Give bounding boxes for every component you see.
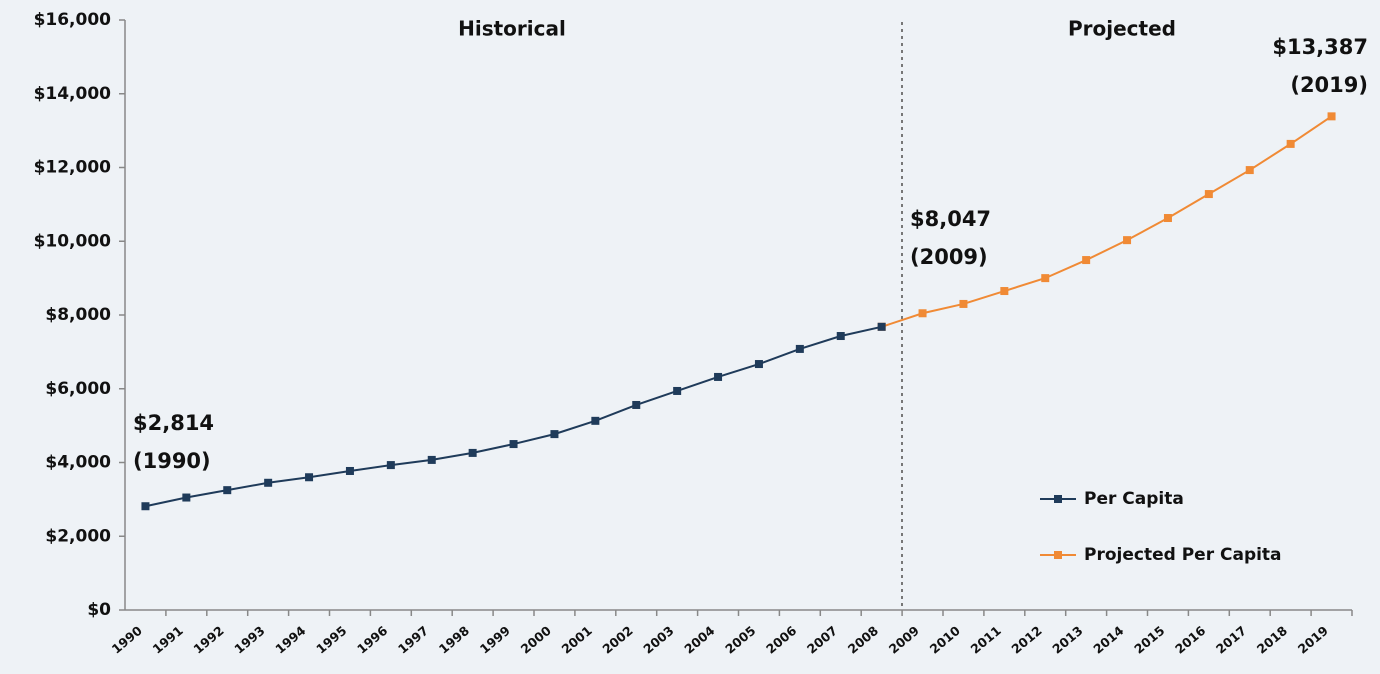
x-tick-label: 1999 — [477, 623, 513, 657]
x-tick-label: 1992 — [190, 623, 226, 657]
point — [591, 416, 600, 425]
point — [1041, 274, 1050, 283]
x-tick-label: 2010 — [927, 623, 964, 657]
annotation: (2019) — [1290, 73, 1368, 97]
annotation: (1990) — [133, 449, 211, 473]
point — [550, 430, 559, 439]
y-tick-label: $8,000 — [45, 305, 111, 325]
point — [795, 344, 804, 353]
point — [1082, 256, 1091, 265]
point — [877, 322, 886, 331]
y-tick-label: $10,000 — [34, 231, 112, 251]
point — [345, 466, 354, 475]
series-line — [881, 115, 1333, 328]
x-tick-label: 2011 — [968, 623, 1004, 657]
y-tick-label: $16,000 — [34, 10, 112, 30]
y-tick-label: $14,000 — [34, 84, 112, 104]
x-tick-label: 1990 — [109, 623, 146, 657]
x-tick-label: 1994 — [272, 623, 309, 657]
point — [1286, 139, 1295, 148]
x-tick-label: 1998 — [436, 623, 472, 657]
point — [141, 502, 150, 511]
point — [1327, 112, 1336, 121]
x-tick-label: 2007 — [804, 623, 840, 657]
section-label: Historical — [458, 17, 566, 41]
x-tick-label: 2005 — [722, 623, 758, 657]
x-tick-label: 2012 — [1008, 623, 1044, 657]
point — [1163, 214, 1172, 223]
section-label: Projected — [1068, 17, 1176, 41]
x-tick-label: 2000 — [518, 623, 555, 657]
x-tick-label: 2009 — [886, 623, 922, 657]
point — [386, 461, 395, 470]
legend-marker — [1054, 495, 1062, 503]
point — [468, 448, 477, 457]
point — [632, 400, 641, 409]
x-tick-label: 1996 — [354, 623, 391, 657]
point — [305, 473, 314, 482]
point — [1000, 287, 1009, 296]
x-tick-label: 1997 — [395, 623, 431, 657]
annotation: $8,047 — [910, 207, 991, 231]
point — [959, 299, 968, 308]
x-tick-label: 2019 — [1295, 623, 1331, 657]
y-tick-label: $2,000 — [45, 526, 111, 546]
x-tick-label: 1995 — [313, 623, 349, 657]
x-tick-label: 2016 — [1172, 623, 1209, 657]
x-tick-label: 2003 — [640, 623, 676, 657]
point — [673, 386, 682, 395]
point — [509, 440, 518, 449]
point — [754, 360, 763, 369]
x-tick-label: 2013 — [1049, 623, 1085, 657]
y-tick-label: $12,000 — [34, 158, 112, 178]
x-tick-label: 2015 — [1131, 623, 1167, 657]
legend-label: Per Capita — [1084, 489, 1184, 509]
legend-label: Projected Per Capita — [1084, 545, 1282, 565]
annotation: $2,814 — [133, 411, 214, 435]
point — [918, 309, 927, 318]
point — [264, 478, 273, 487]
point — [836, 332, 845, 341]
x-tick-label: 2001 — [559, 623, 595, 657]
y-tick-label: $6,000 — [45, 379, 111, 399]
series-line — [145, 325, 882, 508]
legend-marker — [1054, 551, 1062, 559]
point — [427, 455, 436, 464]
x-tick-label: 2008 — [845, 623, 881, 657]
x-tick-label: 2018 — [1254, 623, 1290, 657]
x-tick-label: 2014 — [1090, 623, 1127, 657]
y-tick-label: $4,000 — [45, 453, 111, 473]
point — [182, 493, 191, 502]
point — [1245, 166, 1254, 175]
y-tick-label: $0 — [87, 600, 111, 620]
annotation: (2009) — [910, 245, 988, 269]
x-tick-label: 2002 — [599, 623, 635, 657]
x-tick-label: 2006 — [763, 623, 800, 657]
x-tick-label: 1991 — [150, 623, 186, 657]
point — [223, 486, 232, 495]
annotation: $13,387 — [1272, 35, 1368, 59]
x-tick-label: 2004 — [681, 623, 718, 657]
x-tick-label: 2017 — [1213, 623, 1249, 657]
point — [1204, 190, 1213, 199]
point — [1123, 236, 1132, 245]
x-tick-label: 1993 — [231, 623, 267, 657]
point — [714, 372, 723, 381]
